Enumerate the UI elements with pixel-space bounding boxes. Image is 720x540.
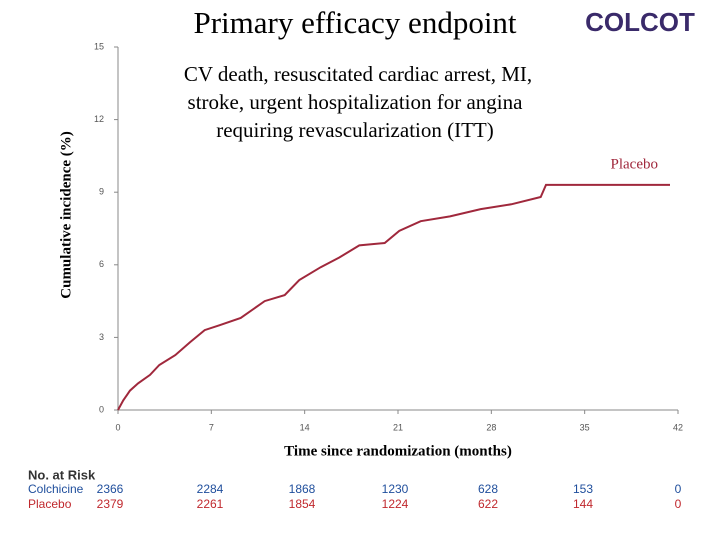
x-tick-label: 28 [486, 422, 496, 432]
y-tick-label: 3 [99, 332, 104, 342]
risk-count: 1230 [382, 482, 409, 496]
risk-table-title: No. at Risk [28, 467, 96, 482]
y-tick-label: 6 [99, 259, 104, 269]
annotation: CV death, resuscitated cardiac arrest, M… [184, 62, 532, 86]
risk-count: 622 [478, 497, 498, 511]
risk-count: 0 [675, 482, 682, 496]
x-tick-label: 0 [115, 422, 120, 432]
annotation: requiring revascularization (ITT) [216, 118, 494, 142]
annotation: stroke, urgent hospitalization for angin… [188, 90, 524, 114]
y-tick-label: 12 [94, 114, 104, 124]
y-tick-label: 15 [94, 41, 104, 51]
x-tick-label: 7 [209, 422, 214, 432]
risk-row-name: Placebo [28, 497, 72, 511]
risk-count: 0 [675, 497, 682, 511]
logo: COLCOT [585, 7, 695, 37]
y-tick-label: 9 [99, 187, 104, 197]
risk-row-name: Colchicine [28, 482, 84, 496]
y-tick-label: 0 [99, 404, 104, 414]
risk-count: 2284 [197, 482, 224, 496]
risk-count: 1224 [382, 497, 409, 511]
risk-count: 1868 [289, 482, 316, 496]
x-tick-label: 42 [673, 422, 683, 432]
x-tick-label: 35 [580, 422, 590, 432]
series-label: Placebo [611, 156, 658, 172]
risk-count: 2261 [197, 497, 224, 511]
y-axis-label: Cumulative incidence (%) [58, 131, 74, 298]
risk-count: 1854 [289, 497, 316, 511]
slide-title: Primary efficacy endpoint [193, 5, 516, 40]
x-tick-label: 21 [393, 422, 403, 432]
risk-count: 628 [478, 482, 498, 496]
risk-count: 2379 [97, 497, 124, 511]
risk-count: 153 [573, 482, 593, 496]
x-tick-label: 14 [300, 422, 310, 432]
risk-count: 144 [573, 497, 593, 511]
km-curve [117, 183, 670, 411]
risk-count: 2366 [97, 482, 124, 496]
x-axis-label: Time since randomization (months) [284, 443, 512, 459]
